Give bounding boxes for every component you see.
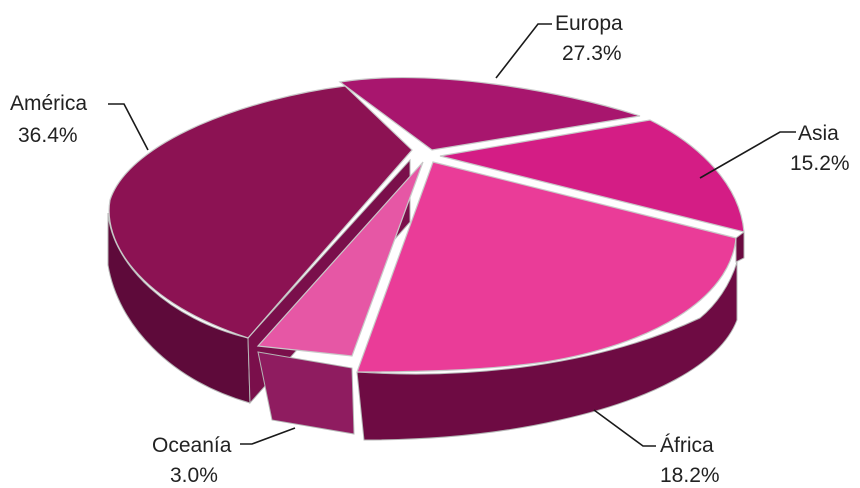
slice-top-oceania	[256, 161, 424, 357]
slice-label-america-value: 36.4%	[18, 124, 78, 147]
slice-label-asia-name: Asia	[798, 122, 839, 145]
slice-label-america-name: América	[10, 92, 87, 115]
slice-label-oceania-value: 3.0%	[170, 464, 218, 487]
slice-labels: Europa 27.3% Asia 15.2% África 18.2% Oce…	[10, 12, 850, 487]
slice-label-oceania-name: Oceanía	[152, 434, 232, 457]
slice-wall-africa	[356, 261, 738, 441]
slice-label-africa-value: 18.2%	[660, 464, 720, 487]
slice-top-europa	[338, 77, 641, 151]
slice-top-africa	[356, 161, 737, 373]
leader-asia	[699, 131, 796, 179]
slice-wall-oceania	[257, 351, 355, 435]
slice-label-africa-name: África	[660, 434, 714, 457]
slice-label-europa-value: 27.3%	[562, 42, 622, 65]
leader-europa	[495, 23, 552, 79]
slice-tops	[108, 77, 745, 373]
slice-top-asia	[439, 119, 745, 233]
leader-lines	[108, 23, 796, 447]
slice-label-europa-name: Europa	[555, 12, 623, 35]
leader-oceania	[240, 427, 296, 445]
slice-top-america	[108, 85, 413, 339]
leader-america	[108, 103, 149, 151]
slice-wall-asia	[735, 231, 745, 263]
slice-label-asia-value: 15.2%	[790, 152, 850, 175]
leader-africa	[593, 409, 656, 447]
